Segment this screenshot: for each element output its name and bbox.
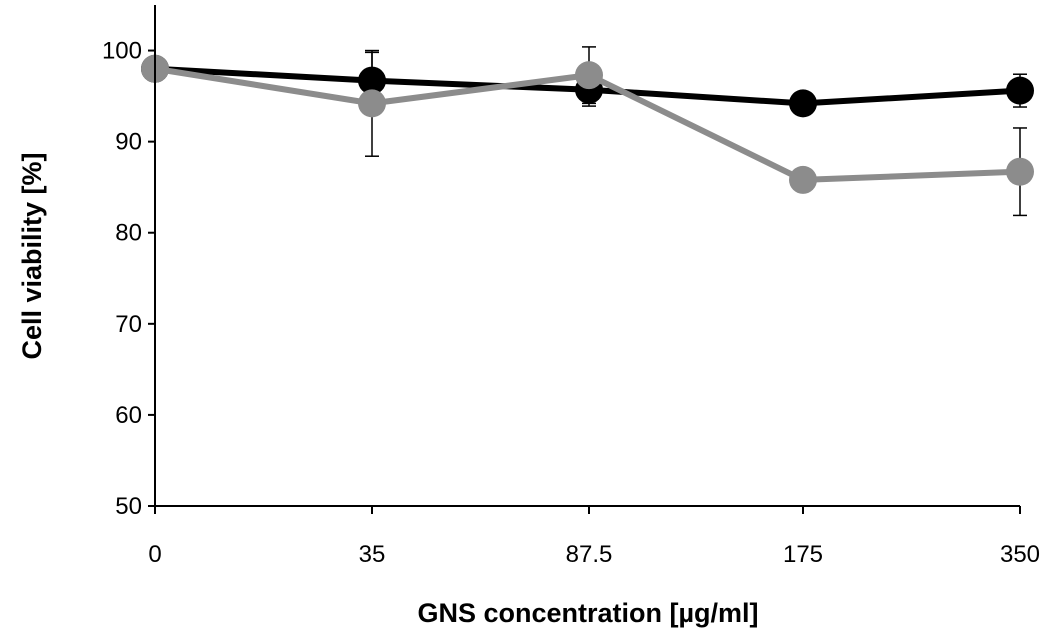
x-tick-label: 87.5 <box>566 541 613 568</box>
series-2 <box>141 46 1034 217</box>
x-axis-title: GNS concentration [µg/ml] <box>417 598 758 628</box>
y-tick-label: 100 <box>102 38 142 65</box>
y-tick-label: 80 <box>115 220 142 247</box>
data-point <box>789 89 817 118</box>
x-tick-label: 350 <box>1000 541 1040 568</box>
data-point <box>575 61 603 90</box>
axes-layer <box>154 5 1020 507</box>
data-point <box>1006 76 1034 105</box>
x-tick-label: 175 <box>783 541 823 568</box>
ticks-layer: 50 60 70 80 90 100 0 35 87.5 175 350 <box>102 38 1040 568</box>
y-tick-label: 70 <box>115 311 142 338</box>
y-tick-label: 90 <box>115 129 142 156</box>
data-point <box>1006 157 1034 186</box>
x-tick-label: 35 <box>359 541 386 568</box>
series-layer <box>141 46 1034 217</box>
y-axis-title: Cell viability [%] <box>17 152 47 359</box>
data-point <box>358 89 386 118</box>
y-tick-label: 60 <box>115 402 142 429</box>
y-tick-label: 50 <box>115 493 142 520</box>
data-point <box>789 165 817 194</box>
x-tick-label: 0 <box>148 541 161 568</box>
